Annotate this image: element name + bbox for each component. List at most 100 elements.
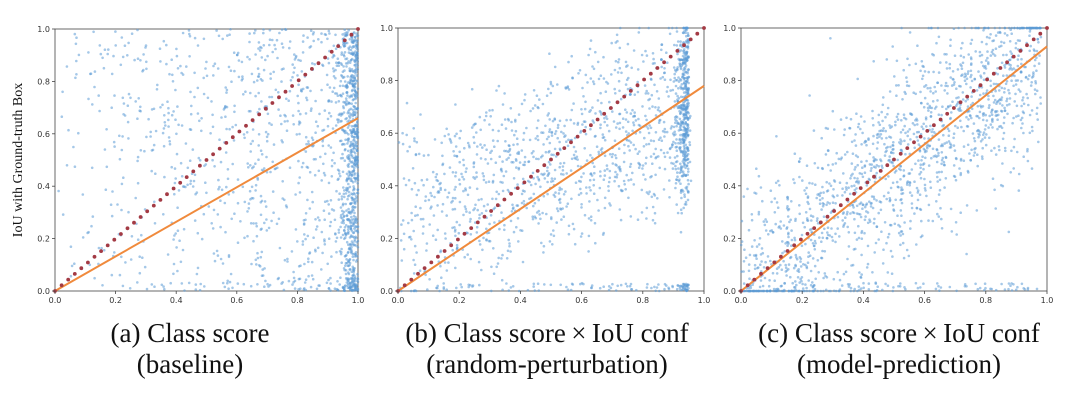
data-point bbox=[894, 198, 897, 202]
data-point bbox=[327, 29, 331, 33]
data-point bbox=[1031, 129, 1034, 133]
data-point bbox=[101, 56, 104, 60]
data-point bbox=[757, 212, 761, 216]
data-point bbox=[747, 286, 751, 290]
data-point bbox=[824, 288, 828, 292]
data-point bbox=[580, 232, 584, 235]
data-point bbox=[792, 178, 795, 181]
data-point bbox=[961, 91, 965, 94]
data-point bbox=[198, 159, 202, 162]
identity-marker bbox=[878, 169, 883, 173]
data-point bbox=[546, 180, 549, 184]
data-point bbox=[917, 159, 920, 162]
data-point bbox=[150, 108, 154, 111]
data-point bbox=[663, 67, 666, 70]
data-point bbox=[618, 46, 622, 50]
data-point bbox=[640, 188, 644, 192]
data-point bbox=[533, 215, 537, 218]
data-point bbox=[462, 158, 465, 162]
data-point bbox=[344, 85, 347, 88]
data-point bbox=[823, 227, 826, 231]
data-point bbox=[350, 270, 354, 274]
data-point bbox=[588, 178, 592, 182]
data-point bbox=[638, 150, 641, 153]
data-point bbox=[956, 126, 959, 129]
data-point bbox=[919, 170, 923, 174]
data-point bbox=[344, 264, 347, 268]
data-point bbox=[126, 104, 130, 107]
data-point bbox=[637, 166, 641, 169]
data-point bbox=[908, 31, 912, 34]
data-point bbox=[681, 95, 685, 99]
data-point bbox=[538, 98, 541, 101]
data-point bbox=[552, 229, 555, 232]
data-point bbox=[577, 72, 580, 75]
y-tick-label: 0.6 bbox=[380, 129, 393, 138]
data-point bbox=[343, 42, 346, 45]
data-point bbox=[594, 50, 597, 54]
identity-marker bbox=[178, 180, 183, 185]
data-point bbox=[445, 269, 449, 272]
data-point bbox=[875, 164, 879, 167]
data-point bbox=[996, 72, 999, 76]
data-point bbox=[682, 113, 686, 117]
data-point bbox=[767, 233, 770, 236]
data-point bbox=[280, 28, 284, 31]
data-point bbox=[969, 69, 973, 73]
data-point bbox=[557, 192, 561, 195]
data-point bbox=[871, 271, 874, 274]
data-point bbox=[750, 218, 754, 222]
data-point bbox=[334, 240, 338, 243]
data-point bbox=[347, 101, 350, 104]
data-point bbox=[906, 180, 910, 183]
data-point bbox=[984, 59, 988, 62]
data-point bbox=[488, 222, 491, 226]
data-point bbox=[666, 61, 669, 64]
data-point bbox=[1037, 140, 1040, 144]
data-point bbox=[417, 188, 420, 192]
data-point bbox=[937, 154, 940, 157]
data-point bbox=[937, 35, 941, 39]
data-point bbox=[522, 199, 526, 203]
data-point bbox=[886, 106, 890, 110]
data-point bbox=[896, 214, 899, 217]
data-point bbox=[196, 44, 200, 47]
data-point bbox=[257, 144, 261, 147]
data-point bbox=[356, 136, 360, 140]
data-point bbox=[121, 284, 125, 288]
identity-marker bbox=[648, 71, 653, 76]
data-point bbox=[70, 264, 74, 268]
data-point bbox=[353, 135, 356, 139]
data-point bbox=[574, 181, 578, 184]
data-point bbox=[412, 229, 416, 233]
data-point bbox=[430, 194, 434, 198]
data-point bbox=[122, 176, 125, 179]
data-point bbox=[482, 204, 486, 208]
data-point bbox=[611, 282, 614, 286]
data-point bbox=[883, 154, 887, 157]
data-point bbox=[998, 89, 1001, 92]
data-point bbox=[966, 105, 970, 108]
data-point bbox=[960, 67, 964, 70]
data-point bbox=[589, 127, 592, 131]
data-point bbox=[228, 280, 232, 284]
data-point bbox=[677, 87, 680, 90]
data-point bbox=[227, 193, 231, 196]
data-point bbox=[505, 158, 509, 161]
data-point bbox=[298, 176, 302, 179]
data-point bbox=[608, 202, 611, 205]
y-tick-label: 1.0 bbox=[37, 25, 50, 34]
data-point bbox=[985, 35, 989, 39]
data-point bbox=[990, 149, 993, 152]
data-point bbox=[401, 142, 405, 146]
data-point bbox=[252, 80, 256, 84]
data-point bbox=[210, 100, 213, 103]
data-point bbox=[149, 130, 152, 134]
x-tick-label: 1.0 bbox=[698, 296, 711, 305]
data-point bbox=[356, 79, 359, 83]
data-point bbox=[231, 286, 234, 290]
data-point bbox=[327, 144, 331, 147]
data-point bbox=[1016, 39, 1020, 42]
data-point bbox=[173, 192, 176, 196]
data-point bbox=[140, 233, 143, 237]
